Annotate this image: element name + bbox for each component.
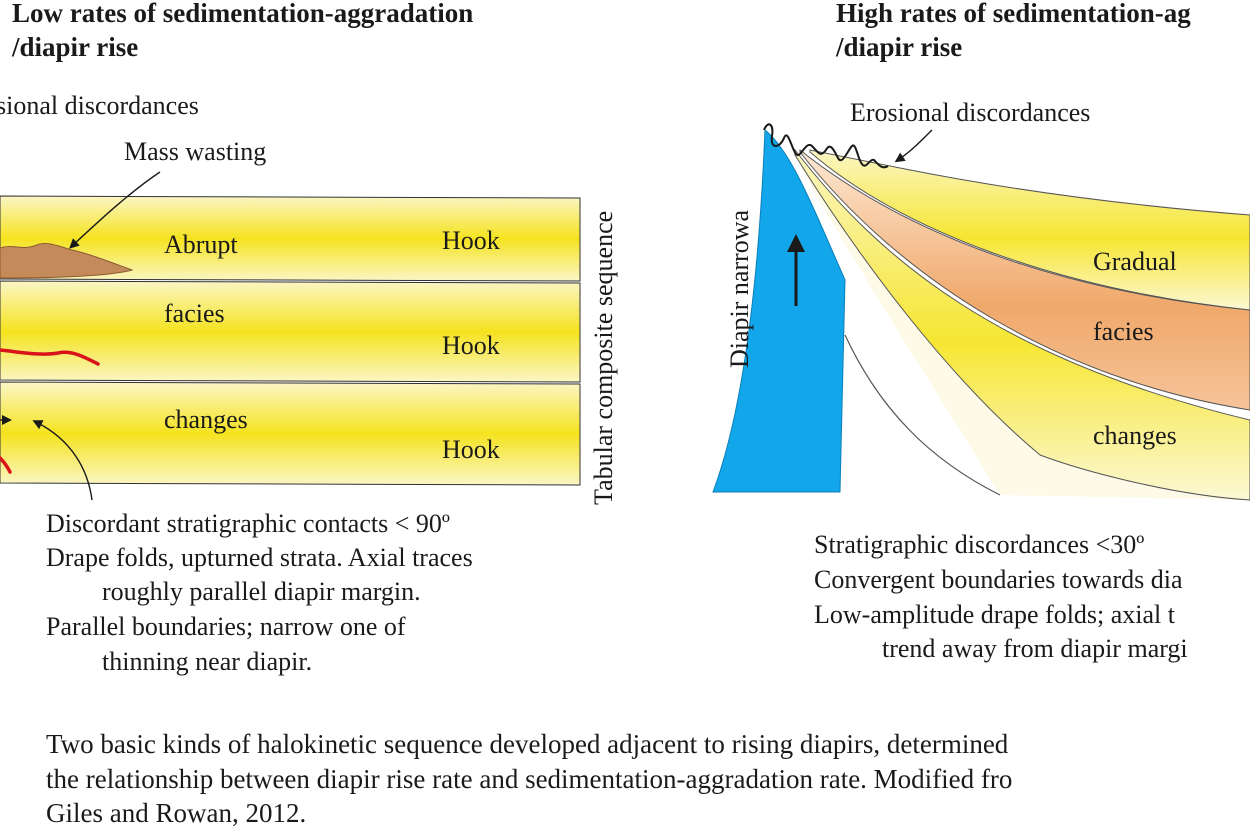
facies-word-gradual: Gradual (1093, 247, 1177, 276)
figure-caption: Two basic kinds of halokinetic sequence … (46, 729, 1012, 828)
facies-word-abrupt: Abrupt (164, 230, 238, 259)
convergent-boundary-line (844, 334, 1001, 496)
diapir-body (712, 128, 846, 493)
mass-wasting-arrow (69, 171, 161, 249)
right-erosional-label: Erosional discordances (850, 98, 1090, 127)
red-contact-line-upper (0, 348, 100, 366)
caption-line1: Two basic kinds of halokinetic sequence … (46, 729, 1009, 759)
mass-wasting-deposit (0, 243, 134, 279)
left-desc-line1: Discordant stratigraphic contacts < 90º (46, 509, 450, 538)
caption-line3: Giles and Rowan, 2012. (46, 798, 306, 828)
left-stratum-lower (0, 381, 581, 486)
right-desc-line4: trend away from diapir margi (882, 634, 1188, 663)
caption-line2: the relationship between diapir rise rat… (46, 764, 1012, 794)
erosional-discordance-squiggle (763, 123, 889, 169)
left-title-line2: /diapir rise (11, 32, 138, 62)
left-desc-line2: Drape folds, upturned strata. Axial trac… (46, 543, 473, 572)
erosional-arrow (894, 129, 933, 163)
left-desc-line3: roughly parallel diapir margin. (102, 577, 421, 606)
facies-word-facies-right: facies (1093, 317, 1154, 346)
tabular-sequence-label: Tabular composite sequence (589, 211, 618, 505)
right-panel: High rates of sedimentation-ag /diapir r… (712, 0, 1250, 663)
left-desc-line5: thinning near diapir. (102, 647, 312, 676)
facies-word-changes-right: changes (1093, 421, 1177, 450)
left-erosional-label: sional discordances (0, 91, 199, 120)
right-desc-line2: Convergent boundaries towards dia (814, 565, 1183, 594)
diapir-label: Diapir narrowa (725, 209, 754, 368)
left-title-line1: Low rates of sedimentation-aggradation (12, 0, 473, 28)
facies-word-facies: facies (164, 299, 225, 328)
hook-label-lower: Hook (442, 435, 500, 464)
left-panel: Low rates of sedimentation-aggradation /… (0, 0, 618, 676)
right-stratum-lower (794, 148, 1250, 501)
right-title-line2: /diapir rise (835, 32, 962, 62)
diapir-rise-arrowhead (787, 234, 805, 252)
left-stratum-upper (0, 195, 581, 282)
red-contact-line-lower (0, 456, 12, 474)
hook-label-upper: Hook (442, 226, 500, 255)
left-stratum-middle (0, 280, 581, 383)
right-stratum-upper (809, 149, 1250, 311)
discordant-contact-arrow (32, 420, 93, 501)
right-title-line1: High rates of sedimentation-ag (836, 0, 1191, 28)
right-desc-line1: Stratigraphic discordances <30º (814, 530, 1144, 559)
right-desc-line3: Low-amplitude drape folds; axial t (814, 600, 1176, 629)
facies-word-changes: changes (164, 405, 248, 434)
mass-wasting-label: Mass wasting (124, 137, 266, 166)
left-desc-line4: Parallel boundaries; narrow one of (46, 612, 406, 641)
hook-label-middle: Hook (442, 331, 500, 360)
